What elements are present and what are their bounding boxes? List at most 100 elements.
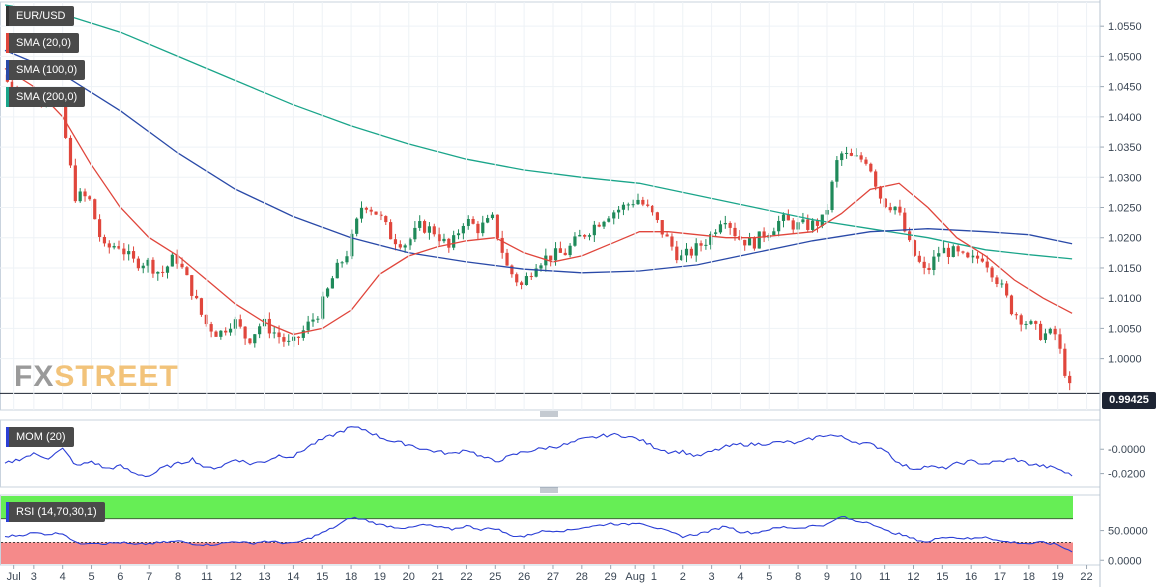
main-frame xyxy=(0,1,1101,411)
candle-body xyxy=(127,251,131,255)
y-tick-label: 1.0500 xyxy=(1108,51,1142,63)
candle-body xyxy=(107,243,111,248)
candle-body xyxy=(325,288,330,297)
candle-body xyxy=(1038,323,1043,340)
candle-body xyxy=(1019,315,1023,325)
candle-body xyxy=(413,227,417,240)
candle-body xyxy=(219,330,223,337)
candle-body xyxy=(835,160,839,182)
candle-body xyxy=(602,221,606,227)
x-tick-label: Jul xyxy=(7,571,21,583)
candle-body xyxy=(558,248,562,253)
candle-body xyxy=(714,232,718,234)
candle-body xyxy=(820,214,824,226)
candle-body xyxy=(971,255,975,258)
candle-body xyxy=(723,223,727,225)
candle-body xyxy=(258,326,262,335)
candle-body xyxy=(747,237,752,246)
candle-body xyxy=(486,218,490,223)
candle-body xyxy=(699,243,703,246)
candle-body xyxy=(248,338,252,344)
candle-body xyxy=(93,199,97,220)
candle-body xyxy=(534,268,538,277)
candle-body xyxy=(689,248,693,256)
x-tick-label: 17 xyxy=(994,571,1006,583)
x-tick-label: 5 xyxy=(766,571,772,583)
candle-body xyxy=(452,235,456,248)
candle-body xyxy=(500,237,504,253)
mom-y-tick-label: -0.0200 xyxy=(1108,469,1145,481)
x-tick-label: Aug xyxy=(625,571,645,583)
candle-body xyxy=(122,248,126,255)
candle-body xyxy=(359,207,364,219)
candle-body xyxy=(330,278,335,289)
sma-200-label[interactable]: SMA (200,0) xyxy=(6,87,86,107)
x-tick-label: 13 xyxy=(258,571,270,583)
candle-body xyxy=(437,234,441,242)
candle-body xyxy=(510,265,514,275)
candle-body xyxy=(621,204,626,210)
instrument-label[interactable]: EUR/USD xyxy=(6,6,74,26)
candle-body xyxy=(296,336,301,338)
candle-body xyxy=(549,255,553,261)
candle-body xyxy=(418,221,422,228)
candle-body xyxy=(68,137,73,166)
x-tick-label: 4 xyxy=(60,571,66,583)
candle-body xyxy=(966,252,970,258)
candle-body xyxy=(311,319,315,322)
candle-body xyxy=(190,275,194,296)
candle-body xyxy=(1014,314,1018,316)
candle-body xyxy=(374,211,378,215)
x-tick-label: 6 xyxy=(117,571,123,583)
candle-body xyxy=(243,326,247,339)
candle-body xyxy=(194,295,199,299)
candle-body xyxy=(369,209,373,212)
candle-body xyxy=(650,205,655,213)
candle-body xyxy=(345,256,349,263)
candle-body xyxy=(175,254,179,264)
candle-body xyxy=(544,255,548,266)
candle-body xyxy=(840,153,844,161)
x-tick-label: 18 xyxy=(345,571,357,583)
x-tick-label: 15 xyxy=(316,571,328,583)
candle-body xyxy=(878,186,883,199)
candle-body xyxy=(927,267,931,270)
candle-body xyxy=(389,222,393,240)
candle-body xyxy=(975,255,980,259)
sma-100-label[interactable]: SMA (100,0) xyxy=(6,60,86,80)
candle-body xyxy=(1024,323,1028,325)
sma-20-label[interactable]: SMA (20,0) xyxy=(6,33,80,53)
candle-body xyxy=(350,233,354,257)
candle-body xyxy=(403,245,407,248)
fxstreet-watermark: FXSTREET xyxy=(14,360,179,394)
candle-body xyxy=(592,224,596,236)
candle-body xyxy=(660,220,664,235)
candle-body xyxy=(781,214,786,221)
candle-body xyxy=(772,231,776,235)
y-tick-label: 1.0400 xyxy=(1108,112,1142,124)
x-tick-label: 21 xyxy=(431,571,443,583)
x-tick-label: 20 xyxy=(403,571,415,583)
momentum-label[interactable]: MOM (20) xyxy=(6,427,74,447)
candle-body xyxy=(709,233,713,245)
x-tick-label: 22 xyxy=(1080,571,1092,583)
candle-body xyxy=(505,252,509,266)
candle-body xyxy=(306,321,310,331)
y-tick-label: 1.0300 xyxy=(1108,172,1142,184)
rsi-label[interactable]: RSI (14,70,30,1) xyxy=(6,502,105,522)
candle-body xyxy=(335,262,339,279)
x-tick-label: 5 xyxy=(88,571,94,583)
candle-body xyxy=(156,271,160,274)
x-tick-label: 16 xyxy=(965,571,977,583)
x-tick-label: 9 xyxy=(824,571,830,583)
candle-body xyxy=(447,238,451,248)
candle-body xyxy=(422,221,427,233)
y-tick-label: 1.0450 xyxy=(1108,82,1142,94)
candle-body xyxy=(583,234,587,237)
rsi-y-tick-label: 50.0000 xyxy=(1108,526,1148,538)
candle-body xyxy=(728,223,732,228)
candle-body xyxy=(704,244,708,246)
x-tick-label: 12 xyxy=(907,571,919,583)
candle-body xyxy=(631,204,635,206)
